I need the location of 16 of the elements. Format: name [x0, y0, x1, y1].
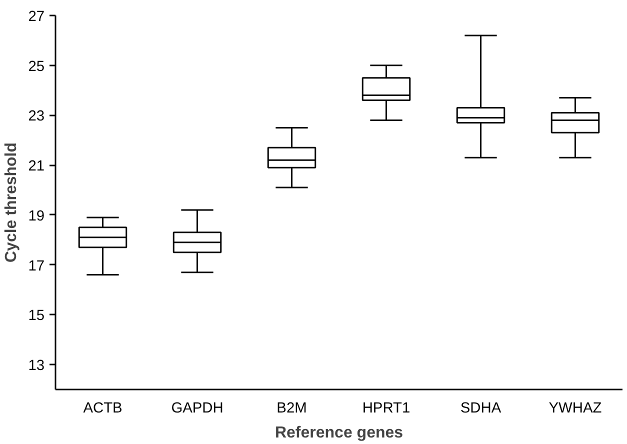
y-tick-label: 19 [28, 208, 45, 224]
y-tick-label: 23 [28, 108, 45, 125]
x-axis-title: Reference genes [274, 424, 404, 442]
y-axis-title: Cycle threshold [3, 142, 20, 263]
y-tick-label: 17 [28, 258, 45, 274]
y-tick-label: 21 [28, 158, 45, 175]
y-tick-label: 13 [28, 358, 45, 374]
x-tick-label: HPRT1 [362, 400, 410, 416]
x-tick-label: ACTB [83, 400, 122, 416]
y-tick-label: 25 [28, 58, 45, 75]
x-tick-label: SDHA [460, 400, 502, 416]
x-tick-label: YWHAZ [548, 400, 602, 416]
x-tick-label: GAPDH [171, 400, 224, 416]
x-tick-label: B2M [276, 400, 307, 416]
y-tick-label: 15 [28, 308, 45, 324]
y-tick-label: 27 [28, 9, 45, 25]
